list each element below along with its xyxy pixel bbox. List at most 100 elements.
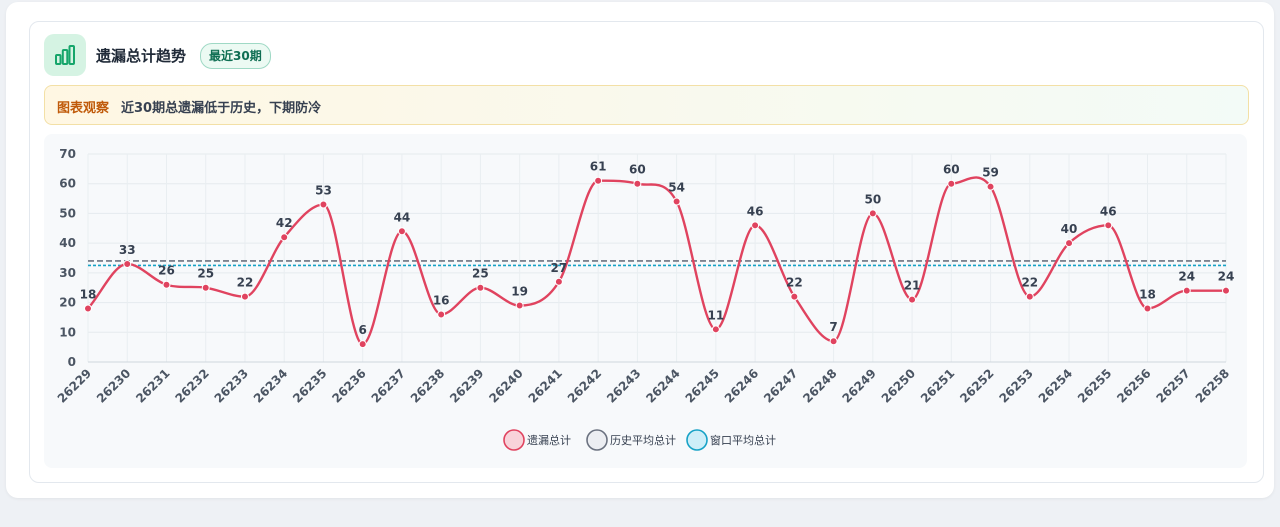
observation-text: 近30期总遗漏低于历史，下期防冷 — [121, 101, 322, 116]
data-label: 59 — [982, 166, 999, 180]
x-tick-label: 26257 — [1153, 366, 1192, 405]
data-point — [711, 325, 720, 334]
trend-card: 遗漏总计趋势 最近30期 图表观察 近30期总遗漏低于历史，下期防冷 0 10 20… — [29, 21, 1264, 483]
x-tick-label: 26241 — [526, 366, 565, 405]
data-point — [515, 301, 524, 310]
data-label: 26 — [158, 264, 175, 278]
data-label: 40 — [1061, 222, 1078, 236]
data-point — [868, 209, 877, 218]
data-point — [594, 176, 603, 185]
y-tick-label: 20 — [59, 296, 76, 310]
observation-label: 图表观察 — [57, 101, 110, 116]
x-tick-label: 26243 — [604, 366, 643, 405]
data-label: 22 — [1021, 276, 1038, 290]
series-line — [87, 176, 1226, 346]
data-point — [554, 277, 563, 286]
x-tick-label: 26233 — [212, 366, 251, 405]
data-label: 44 — [394, 210, 411, 224]
y-tick-label: 10 — [59, 325, 76, 339]
x-tick-label: 26245 — [683, 366, 722, 405]
chart-area: 0 10 20 30 40 50 60 70 26229 26230 26231 26232 26233… — [44, 134, 1247, 468]
data-label: 46 — [1100, 204, 1117, 218]
y-tick-label: 50 — [59, 206, 76, 220]
data-point — [790, 292, 799, 301]
outer-panel: 遗漏总计趋势 最近30期 图表观察 近30期总遗漏低于历史，下期防冷 0 10 20… — [6, 2, 1274, 498]
x-tick-label: 26229 — [55, 366, 94, 405]
y-tick-label: 0 — [68, 355, 76, 369]
x-tick-label: 26244 — [643, 366, 682, 405]
y-tick-label: 30 — [59, 266, 76, 280]
data-point — [633, 179, 642, 188]
data-label: 11 — [708, 308, 725, 322]
data-point — [986, 182, 995, 191]
data-point — [319, 200, 328, 209]
x-tick-label: 26230 — [94, 366, 133, 405]
x-tick-label: 26251 — [918, 366, 957, 405]
x-tick-label: 26240 — [486, 366, 525, 405]
data-point — [280, 233, 289, 242]
legend-label: 历史平均总计 — [610, 433, 676, 447]
x-tick-label: 26231 — [133, 366, 172, 405]
data-label: 60 — [943, 163, 960, 177]
data-point — [1065, 239, 1074, 248]
data-point — [751, 221, 760, 230]
data-point — [437, 310, 446, 319]
period-badge: 最近30期 — [200, 43, 271, 69]
data-point — [947, 179, 956, 188]
line-chart: 0 10 20 30 40 50 60 70 26229 26230 26231 26232 26233… — [55, 147, 1235, 451]
data-label: 18 — [1139, 288, 1156, 302]
x-tick-label: 26234 — [251, 366, 290, 405]
data-point — [1182, 286, 1191, 295]
data-point — [123, 259, 132, 268]
legend-swatch — [586, 429, 608, 451]
data-point — [672, 197, 681, 206]
y-tick-label: 60 — [59, 177, 76, 191]
data-label: 27 — [551, 261, 568, 275]
x-tick-label: 26248 — [800, 366, 839, 405]
data-point — [358, 340, 367, 349]
x-tick-label: 26237 — [369, 366, 408, 405]
data-label: 54 — [668, 181, 685, 195]
x-tick-label: 26247 — [761, 366, 800, 405]
data-label: 53 — [315, 184, 332, 198]
data-label: 25 — [197, 267, 214, 281]
x-tick-label: 26250 — [879, 366, 918, 405]
data-point — [397, 227, 406, 236]
y-tick-label: 40 — [59, 236, 76, 250]
y-tick-label: 70 — [59, 147, 76, 161]
legend-label: 窗口平均总计 — [710, 433, 776, 447]
data-label: 24 — [1178, 270, 1195, 284]
x-tick-label: 26239 — [447, 366, 486, 405]
x-tick-label: 26242 — [565, 366, 604, 405]
data-label: 50 — [864, 192, 881, 206]
x-tick-label: 26258 — [1193, 366, 1232, 405]
data-label: 61 — [590, 160, 607, 174]
data-label: 7 — [829, 320, 837, 334]
data-point — [240, 292, 249, 301]
data-label: 6 — [359, 323, 367, 337]
x-tick-label: 26253 — [996, 366, 1035, 405]
card-title: 遗漏总计趋势 — [96, 47, 187, 65]
data-point — [1104, 221, 1113, 230]
data-label: 42 — [276, 216, 293, 230]
legend-swatch — [686, 429, 708, 451]
data-point — [1222, 286, 1230, 295]
data-label: 25 — [472, 267, 489, 281]
data-label: 21 — [904, 279, 921, 293]
legend-label: 遗漏总计 — [527, 433, 571, 447]
data-point — [201, 283, 210, 292]
data-label: 46 — [747, 204, 764, 218]
data-point — [162, 280, 171, 289]
x-tick-label: 26235 — [290, 366, 329, 405]
x-tick-label: 26246 — [722, 366, 761, 405]
x-tick-label: 26254 — [1036, 366, 1075, 405]
data-point — [829, 337, 838, 346]
data-label: 16 — [433, 293, 450, 307]
data-label: 24 — [1218, 270, 1235, 284]
data-label: 60 — [629, 163, 646, 177]
x-tick-label: 26249 — [840, 366, 879, 405]
data-label: 33 — [119, 243, 136, 257]
data-point — [84, 304, 92, 313]
x-tick-label: 26256 — [1114, 366, 1153, 405]
x-tick-label: 26232 — [172, 366, 211, 405]
